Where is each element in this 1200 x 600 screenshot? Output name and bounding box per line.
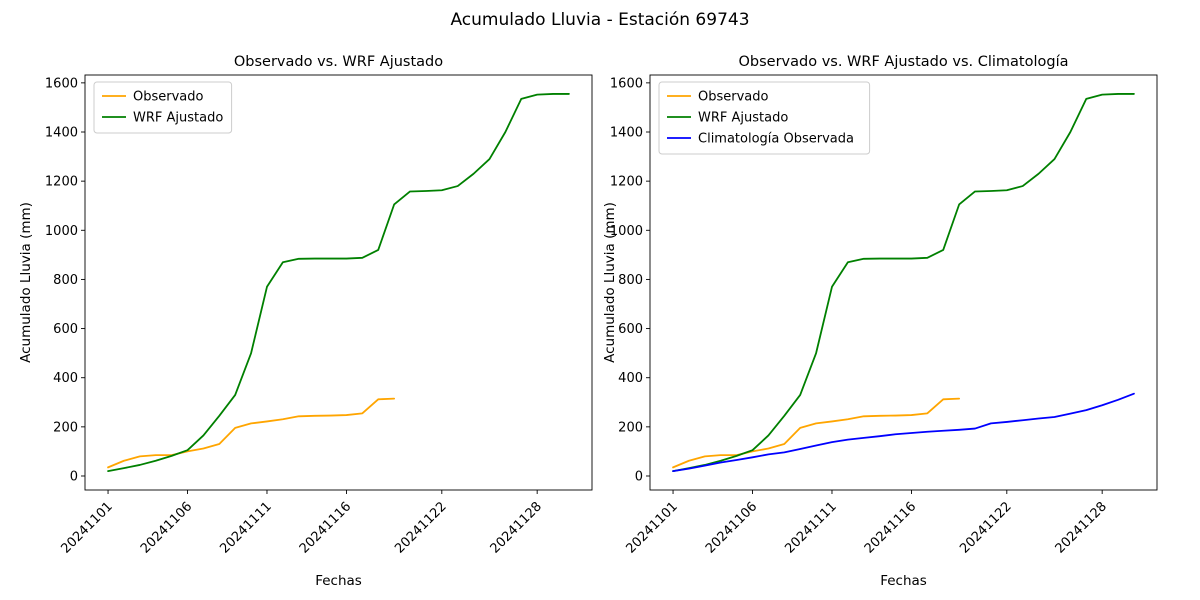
x-tick-label: 20241101 (58, 499, 115, 556)
y-axis-label: Acumulado Lluvia (mm) (602, 202, 618, 363)
y-tick-label: 600 (53, 322, 78, 337)
y-tick-label: 1000 (45, 224, 78, 239)
series-line-wrf-ajustado (672, 93, 1135, 472)
series-line-observado (672, 397, 961, 469)
y-tick-label: 200 (618, 420, 643, 435)
legend-label: Observado (133, 90, 204, 105)
series-line-climatolog-a-observada (672, 392, 1135, 472)
x-axis-label: Fechas (315, 573, 362, 589)
x-tick-label: 20241116 (862, 499, 919, 556)
x-tick-label: 20241128 (1053, 499, 1110, 556)
y-tick-label: 1200 (610, 175, 643, 190)
x-tick-label: 20241116 (297, 499, 354, 556)
x-tick-label: 20241106 (138, 499, 195, 556)
legend (658, 81, 871, 155)
chart-observado-vs-wrf-vs-climatologia: 0 200 400 600 800 1000 1200 1400 1600 20241101 202… (602, 54, 1158, 589)
subplot-title: Observado vs. WRF Ajustado (234, 54, 443, 70)
x-tick-label: 20241128 (488, 499, 545, 556)
figure-title: Acumulado Lluvia - Estación 69743 (450, 10, 750, 30)
chart-observado-vs-wrf-ajustado: 0 200 400 600 800 1000 1200 1400 1600 20241101 202… (18, 54, 593, 589)
legend-label: WRF Ajustado (133, 111, 223, 126)
y-tick-label: 1400 (610, 126, 643, 141)
y-tick-label: 600 (618, 322, 643, 337)
x-tick-label: 20241122 (957, 499, 1014, 556)
legend (93, 81, 233, 134)
y-tick-label: 1200 (45, 175, 78, 190)
y-tick-label: 0 (70, 469, 78, 484)
y-tick-label: 1600 (610, 76, 643, 91)
y-tick-label: 400 (53, 371, 78, 386)
plot-frame (84, 74, 593, 491)
legend-label: Observado (698, 90, 769, 105)
x-tick-label: 20241101 (623, 499, 680, 556)
legend-label: WRF Ajustado (698, 111, 788, 126)
series-line-observado (107, 397, 396, 469)
y-tick-label: 800 (53, 273, 78, 288)
plot-frame (649, 74, 1158, 491)
x-tick-label: 20241106 (703, 499, 760, 556)
x-tick-label: 20241111 (782, 499, 839, 556)
subplot-title: Observado vs. WRF Ajustado vs. Climatolo… (739, 54, 1069, 70)
series-line-wrf-ajustado (107, 93, 570, 472)
x-tick-label: 20241111 (217, 499, 274, 556)
x-axis-label: Fechas (880, 573, 927, 589)
y-tick-label: 400 (618, 371, 643, 386)
legend-label: Climatología Observada (698, 132, 854, 147)
y-tick-label: 200 (53, 420, 78, 435)
y-tick-label: 0 (635, 469, 643, 484)
y-tick-label: 1600 (45, 76, 78, 91)
x-tick-label: 20241122 (392, 499, 449, 556)
y-axis-label: Acumulado Lluvia (mm) (18, 202, 34, 363)
y-tick-label: 1000 (610, 224, 643, 239)
y-tick-label: 800 (618, 273, 643, 288)
y-tick-label: 1400 (45, 126, 78, 141)
